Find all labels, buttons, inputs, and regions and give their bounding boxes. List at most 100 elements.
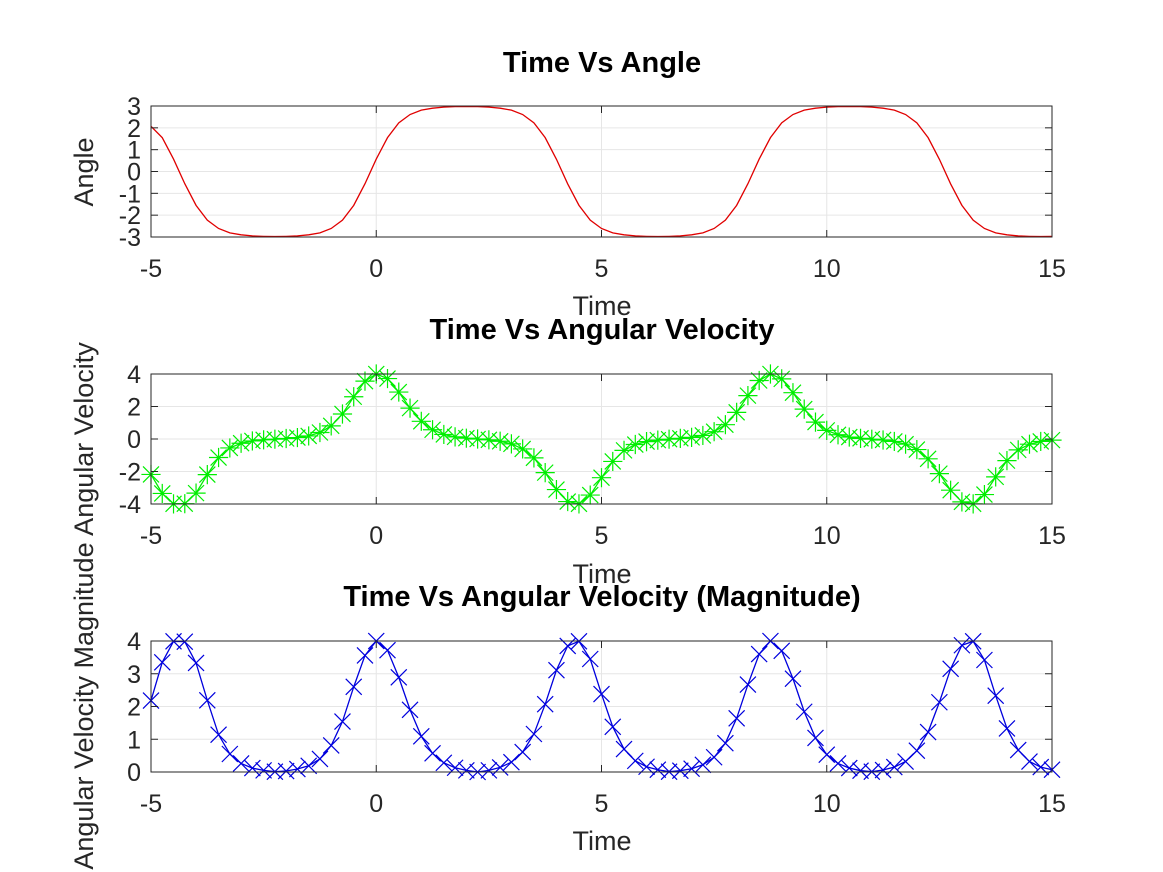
subplot-2-data-point-32 — [501, 434, 521, 454]
subplot-3-data-point-33 — [514, 743, 532, 761]
subplot-3-data-point-25 — [424, 744, 441, 762]
subplot-2-data-point-51 — [715, 415, 735, 435]
subplot-2-data-point-59 — [805, 412, 826, 432]
subplot-3-data-point-52 — [728, 709, 746, 727]
subplot-3-x-tick-label-4: 15 — [1038, 790, 1066, 818]
subplot-2-data-point-26 — [434, 424, 454, 445]
subplot-2-data-point-5 — [197, 464, 217, 485]
subplot-2-data-point-28 — [456, 428, 476, 448]
subplot-2-data-point-14 — [299, 426, 319, 446]
subplot-3-data-point-5 — [198, 691, 216, 709]
subplot-2-data-point-57 — [783, 383, 803, 403]
subplot-2-data-point-36 — [546, 479, 567, 500]
subplot-2-data-point-16 — [321, 416, 341, 436]
subplot-2-data-point-24 — [411, 411, 431, 431]
subplot-3-data-point-17 — [334, 713, 351, 730]
subplot-2-data-point-58 — [794, 399, 814, 419]
subplot-2-data-point-60 — [817, 420, 837, 440]
subplot-3-data-point-70 — [930, 693, 948, 711]
subplot-2-data-point-74 — [974, 484, 995, 505]
subplot-angular-velocity: Time Vs Angular Velocity -5 0 5 10 15 -4 -2 0 2 4… — [69, 314, 1066, 589]
subplot-2-x-tick-label-4: 15 — [1038, 522, 1066, 550]
subplot-1-xlabel: Time — [573, 291, 632, 321]
subplot-2-data-point-34 — [524, 448, 544, 468]
subplot-3-data-point-57 — [784, 670, 802, 688]
subplot-3-data-point-39 — [581, 650, 599, 668]
subplot-3-data-point-49 — [694, 756, 712, 774]
subplot-3-data-point-4 — [187, 654, 205, 672]
subplot-3-data-point-9 — [243, 759, 261, 777]
subplot-3-data-point-43 — [626, 752, 644, 770]
subplot-2-data-point-42 — [614, 440, 634, 460]
subplot-2-data-point-11 — [265, 429, 285, 449]
subplot-2-y-tick-label-1: -2 — [119, 459, 141, 487]
subplot-2-data-point-22 — [389, 382, 409, 402]
subplot-3-data-point-26 — [435, 754, 453, 772]
subplot-2-x-tick-label-0: -5 — [140, 522, 162, 550]
subplot-3-data-point-14 — [300, 757, 318, 775]
subplot-3-data-point-18 — [345, 678, 363, 696]
subplot-3-ylabel: Angular Velocity Magnitude — [69, 542, 99, 869]
subplot-1-series-line-0 — [150, 105, 1053, 238]
subplot-2-data-point-30 — [479, 430, 499, 450]
subplot-2-data-point-66 — [884, 431, 904, 452]
subplot-1-series — [150, 105, 1053, 238]
subplot-3-data-point-71 — [942, 660, 960, 678]
subplot-2-data-point-19 — [355, 371, 375, 391]
subplot-1-x-tick-label-2: 5 — [595, 255, 609, 283]
subplot-2-y-tick-label-2: 0 — [127, 426, 141, 454]
subplot-2-ticks: -5 0 5 10 15 -4 -2 0 2 4 — [119, 361, 1066, 550]
subplot-1-x-tick-label-4: 15 — [1038, 255, 1066, 283]
subplot-2-data-point-31 — [490, 431, 510, 451]
subplot-2-data-point-40 — [591, 468, 612, 488]
subplot-1-y-tick-label-3: 0 — [127, 159, 141, 187]
subplot-2-data-point-52 — [727, 402, 747, 422]
subplot-angular-velocity-magnitude: Time Vs Angular Velocity (Magnitude) -5 0… — [69, 542, 1066, 869]
subplot-2-data-point-48 — [682, 427, 702, 447]
subplot-2-data-point-63 — [850, 428, 871, 448]
subplot-1-y-tick-label-4: 1 — [127, 137, 141, 165]
subplot-1-y-tick-label-5: 2 — [127, 115, 141, 143]
subplot-3-title: Time Vs Angular Velocity (Magnitude) — [343, 581, 860, 613]
subplot-2-y-tick-label-3: 2 — [127, 394, 141, 422]
subplot-3-data-point-16 — [322, 737, 340, 754]
subplot-1-grid — [150, 105, 1053, 238]
subplot-2-data-point-45 — [648, 430, 668, 450]
subplot-2-data-point-53 — [738, 386, 758, 406]
subplot-2-y-tick-label-4: 4 — [127, 361, 141, 389]
subplot-2-data-point-35 — [535, 463, 555, 483]
subplot-2-data-point-6 — [208, 447, 229, 468]
subplot-2-data-point-13 — [287, 427, 308, 448]
subplot-3-data-point-24 — [412, 727, 430, 745]
subplot-1-y-tick-label-2: -1 — [119, 180, 141, 208]
subplot-3-x-tick-label-2: 5 — [595, 790, 609, 818]
subplot-3-data-point-3 — [176, 633, 194, 651]
subplot-1-x-tick-label-0: -5 — [140, 255, 162, 283]
subplot-3-data-point-15 — [311, 750, 329, 768]
subplot-2-series — [141, 364, 1062, 514]
subplot-3-data-point-19 — [356, 646, 374, 664]
subplot-3-series — [142, 632, 1061, 781]
subplot-3-data-point-30 — [480, 761, 498, 779]
subplot-3-data-point-58 — [795, 703, 813, 721]
subplot-3-y-tick-label-1: 1 — [127, 726, 141, 754]
subplot-2-data-point-21 — [377, 368, 398, 389]
subplot-3-data-point-31 — [491, 758, 509, 776]
subplot-2-data-point-17 — [332, 404, 353, 424]
subplot-3-y-tick-label-0: 0 — [127, 759, 141, 787]
subplot-3-data-point-36 — [548, 661, 565, 679]
subplot-2-data-point-79 — [1031, 431, 1051, 452]
subplot-3-data-point-74 — [976, 651, 993, 669]
subplot-2-data-point-1 — [152, 483, 172, 504]
subplot-3-data-point-40 — [593, 685, 610, 703]
subplot-2-data-point-61 — [828, 425, 848, 445]
subplot-3-data-point-28 — [457, 761, 475, 779]
subplot-2-data-point-8 — [231, 433, 251, 453]
subplot-2-data-point-76 — [997, 451, 1017, 471]
subplot-1-y-tick-label-0: -3 — [119, 224, 141, 252]
subplot-1-x-tick-label-1: 0 — [369, 255, 383, 283]
subplot-2-ylabel: Angular Velocity — [69, 342, 99, 536]
subplot-2-data-point-9 — [242, 431, 262, 451]
subplot-3-data-point-53 — [739, 676, 757, 693]
subplot-2-y-tick-label-0: -4 — [119, 491, 141, 519]
